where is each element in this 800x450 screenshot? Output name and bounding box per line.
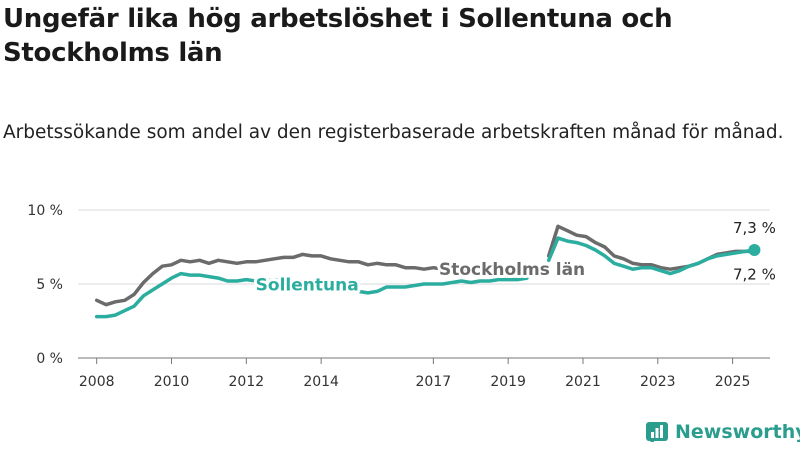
end-point-marker xyxy=(748,243,761,256)
x-tick-label: 2012 xyxy=(229,374,265,390)
x-tick-label: 2008 xyxy=(79,374,115,390)
series-line xyxy=(94,271,529,319)
x-axis: 2008 2010 2012 2014 2017 2019 2021 2023 2025 xyxy=(79,358,751,390)
newsworthy-logo-icon xyxy=(646,422,668,442)
series-labels: Stockholms län Sollentuna 7,3 % 7,2 % xyxy=(253,219,776,299)
x-tick-label: 2017 xyxy=(416,374,452,390)
series-line xyxy=(546,236,757,276)
x-tick-label: 2019 xyxy=(490,374,526,390)
y-tick-label: 5 % xyxy=(36,277,63,293)
y-axis: 0 % 5 % 10 % xyxy=(27,203,63,367)
series-line xyxy=(94,252,529,307)
brand-name: Newsworthy xyxy=(675,421,800,443)
x-tick-label: 2025 xyxy=(715,374,751,390)
newsworthy-brand: Newsworthy xyxy=(645,418,800,446)
x-tick-label: 2014 xyxy=(303,374,339,390)
x-tick-label: 2021 xyxy=(565,374,601,390)
end-value-label-stockholms-lan: 7,2 % xyxy=(733,265,776,283)
y-tick-label: 10 % xyxy=(27,203,63,219)
chart-title: Ungefär lika hög arbetslöshet i Sollentu… xyxy=(3,4,673,68)
end-value-label-sollentuna: 7,3 % xyxy=(733,219,776,237)
x-tick-label: 2023 xyxy=(640,374,676,390)
series-label-stockholms-lan: Stockholms län xyxy=(439,260,585,280)
series-label-sollentuna: Sollentuna xyxy=(256,276,359,296)
series-lines xyxy=(94,224,757,319)
y-tick-label: 0 % xyxy=(36,351,63,367)
chart-subtitle: Arbetssökande som andel av den registerb… xyxy=(3,122,784,143)
x-tick-label: 2010 xyxy=(154,374,190,390)
